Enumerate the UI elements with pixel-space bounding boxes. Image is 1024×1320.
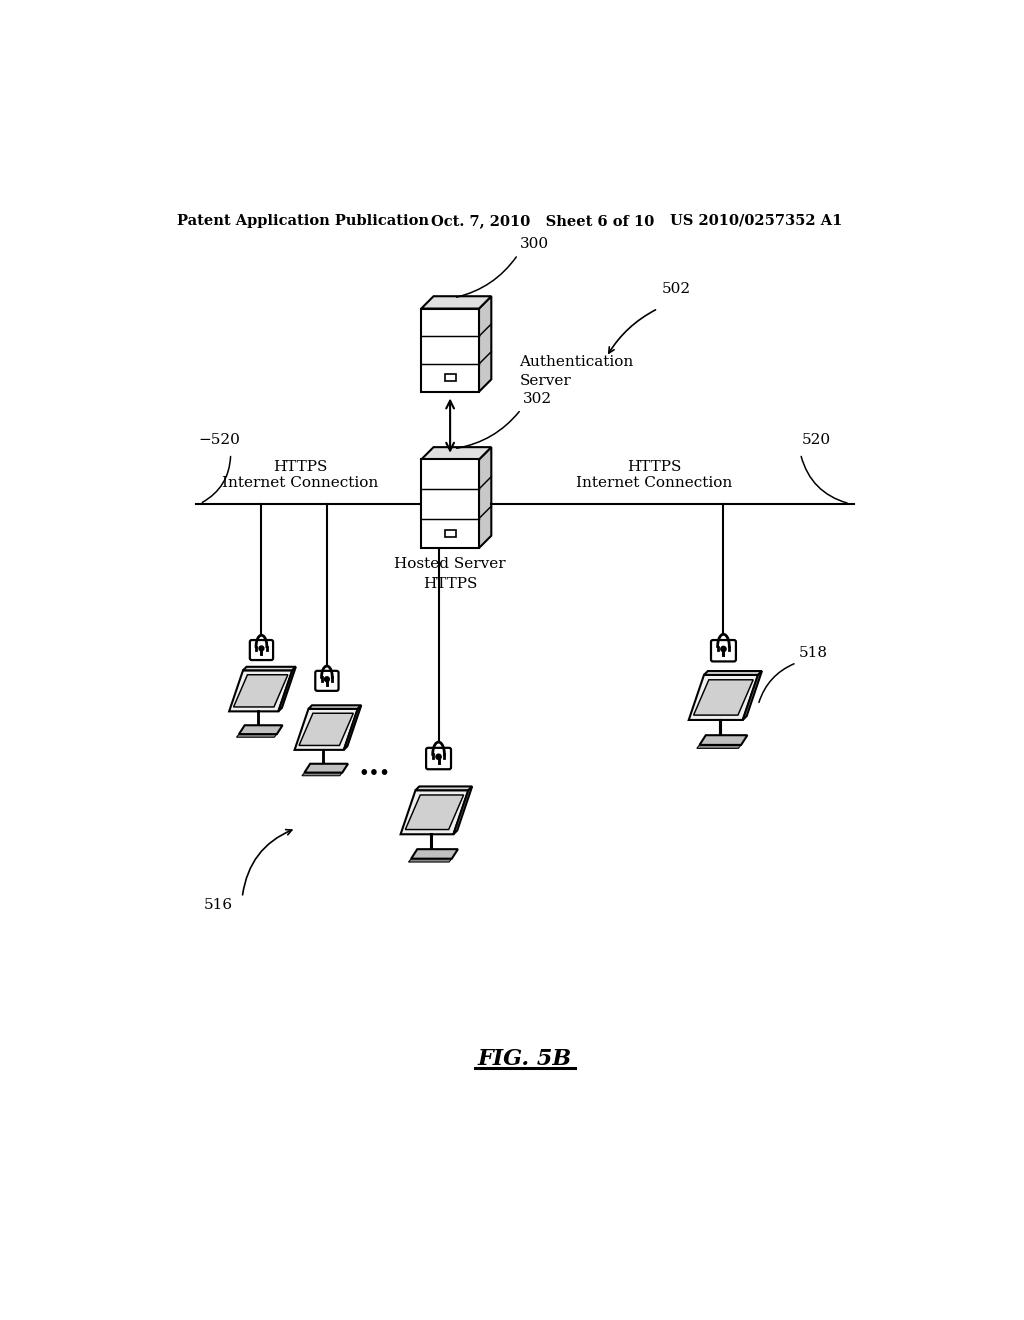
FancyBboxPatch shape (250, 640, 273, 660)
Polygon shape (308, 705, 361, 709)
Text: −520: −520 (199, 433, 241, 446)
Polygon shape (479, 447, 492, 548)
Polygon shape (454, 787, 472, 834)
Bar (444, 529, 456, 537)
Circle shape (325, 677, 330, 681)
Polygon shape (304, 764, 348, 772)
Text: Patent Application Publication: Patent Application Publication (177, 214, 429, 228)
Polygon shape (479, 296, 492, 392)
Polygon shape (237, 734, 276, 738)
Text: HTTPS: HTTPS (627, 461, 681, 474)
Polygon shape (742, 671, 762, 719)
Text: 520: 520 (802, 433, 831, 446)
Circle shape (436, 754, 441, 759)
Bar (444, 375, 456, 381)
Polygon shape (295, 709, 357, 750)
FancyBboxPatch shape (711, 640, 736, 661)
Polygon shape (344, 705, 361, 750)
Text: HTTPS: HTTPS (272, 461, 327, 474)
Text: 516: 516 (204, 898, 232, 912)
Polygon shape (416, 787, 472, 791)
Polygon shape (421, 447, 492, 459)
Polygon shape (302, 772, 342, 776)
Text: ···: ··· (358, 759, 390, 789)
FancyBboxPatch shape (315, 671, 339, 690)
Polygon shape (703, 671, 762, 675)
Text: 502: 502 (662, 282, 691, 296)
Text: Oct. 7, 2010   Sheet 6 of 10: Oct. 7, 2010 Sheet 6 of 10 (431, 214, 654, 228)
Polygon shape (693, 680, 754, 715)
Text: FIG. 5B: FIG. 5B (478, 1048, 571, 1069)
Polygon shape (400, 791, 468, 834)
Text: Authentication
Server: Authentication Server (519, 355, 634, 388)
Text: 300: 300 (520, 238, 549, 252)
Polygon shape (279, 667, 296, 711)
Text: Internet Connection: Internet Connection (222, 477, 378, 490)
FancyBboxPatch shape (426, 748, 451, 770)
Polygon shape (409, 859, 452, 862)
Polygon shape (689, 675, 758, 719)
Text: US 2010/0257352 A1: US 2010/0257352 A1 (670, 214, 842, 228)
Bar (421, 459, 479, 548)
Text: Internet Connection: Internet Connection (577, 477, 732, 490)
Polygon shape (239, 725, 283, 734)
Text: Hosted Server
HTTPS: Hosted Server HTTPS (394, 557, 506, 591)
Polygon shape (233, 675, 288, 708)
Polygon shape (229, 671, 292, 711)
Text: 518: 518 (799, 645, 828, 660)
Polygon shape (406, 795, 464, 829)
Bar (421, 309, 479, 392)
Polygon shape (243, 667, 296, 671)
Polygon shape (299, 713, 353, 746)
Polygon shape (412, 849, 458, 859)
Circle shape (259, 645, 264, 651)
Polygon shape (696, 744, 741, 748)
Circle shape (721, 647, 726, 652)
Text: 302: 302 (523, 392, 552, 407)
Polygon shape (421, 296, 492, 309)
Polygon shape (699, 735, 748, 744)
